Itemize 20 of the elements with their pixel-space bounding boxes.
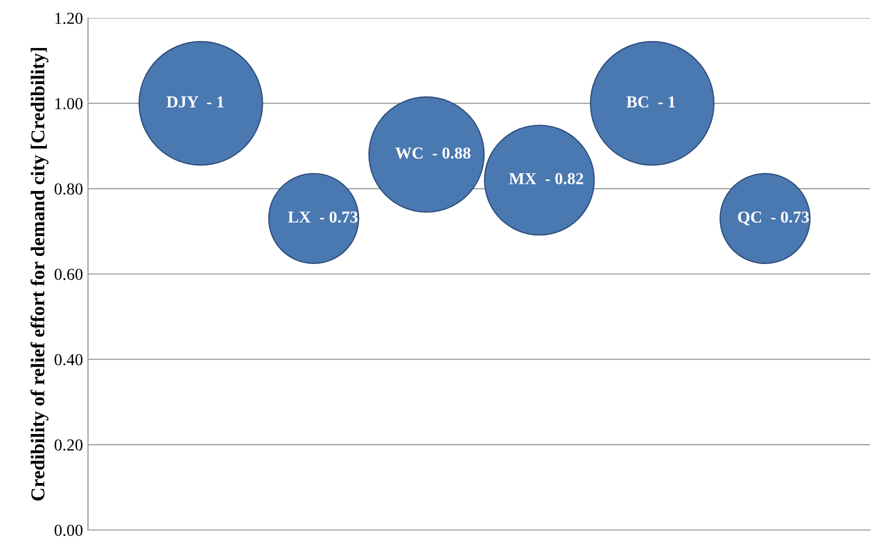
y-tick-label: 1.20 (55, 12, 83, 24)
series-label: DJY - (166, 96, 212, 108)
y-tick-label: 0.60 (54, 268, 83, 280)
series-label: LX - (288, 212, 324, 223)
data-label: 0.82 (555, 173, 584, 184)
data-label: 0.88 (442, 147, 470, 159)
y-tick-label: 1.00 (55, 98, 83, 110)
y-tick-label: 0.40 (54, 354, 83, 366)
y-axis-title: Credibility of relief effort for demand city [Credibility] (30, 48, 48, 501)
data-label: 0.73 (780, 211, 809, 223)
data-label: 0.73 (330, 211, 358, 223)
data-label: 1 (217, 96, 224, 108)
series-label: MX - (509, 173, 550, 184)
data-label: 1 (668, 96, 675, 108)
y-tick-label: 0.00 (54, 524, 83, 536)
y-tick-label: 0.80 (54, 183, 83, 195)
series-label: QC - (738, 212, 776, 226)
y-tick-label: 0.20 (54, 439, 83, 451)
series-label: WC - (395, 148, 438, 159)
series-label: BC - (626, 96, 663, 108)
